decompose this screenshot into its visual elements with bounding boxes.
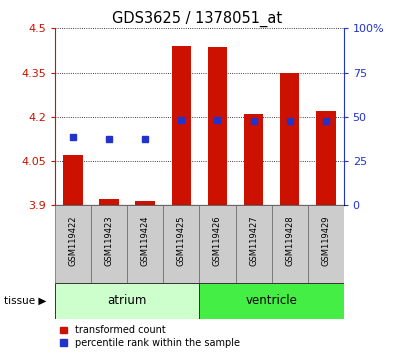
Bar — [208, 47, 228, 205]
Bar — [127, 205, 164, 283]
Text: GDS3625 / 1378051_at: GDS3625 / 1378051_at — [113, 11, 282, 27]
Bar — [244, 114, 263, 205]
Text: GSM119424: GSM119424 — [141, 215, 150, 266]
Text: GSM119422: GSM119422 — [69, 215, 78, 266]
Bar — [199, 283, 344, 319]
Bar — [316, 111, 335, 205]
Bar — [100, 199, 119, 205]
Bar — [308, 205, 344, 283]
Legend: transformed count, percentile rank within the sample: transformed count, percentile rank withi… — [58, 324, 242, 350]
Bar — [164, 205, 199, 283]
Text: GSM119426: GSM119426 — [213, 215, 222, 266]
Bar — [199, 205, 235, 283]
Text: atrium: atrium — [108, 295, 147, 307]
Bar — [55, 205, 91, 283]
Text: ventricle: ventricle — [246, 295, 297, 307]
Bar — [280, 73, 299, 205]
Bar — [272, 205, 308, 283]
Text: GSM119427: GSM119427 — [249, 215, 258, 266]
Bar — [55, 283, 199, 319]
Bar — [171, 46, 191, 205]
Bar — [235, 205, 272, 283]
Bar — [135, 201, 155, 205]
Text: tissue ▶: tissue ▶ — [4, 296, 46, 306]
Bar — [91, 205, 127, 283]
Text: GSM119428: GSM119428 — [285, 215, 294, 266]
Bar — [64, 155, 83, 205]
Text: GSM119423: GSM119423 — [105, 215, 114, 266]
Text: GSM119425: GSM119425 — [177, 215, 186, 266]
Text: GSM119429: GSM119429 — [321, 215, 330, 266]
